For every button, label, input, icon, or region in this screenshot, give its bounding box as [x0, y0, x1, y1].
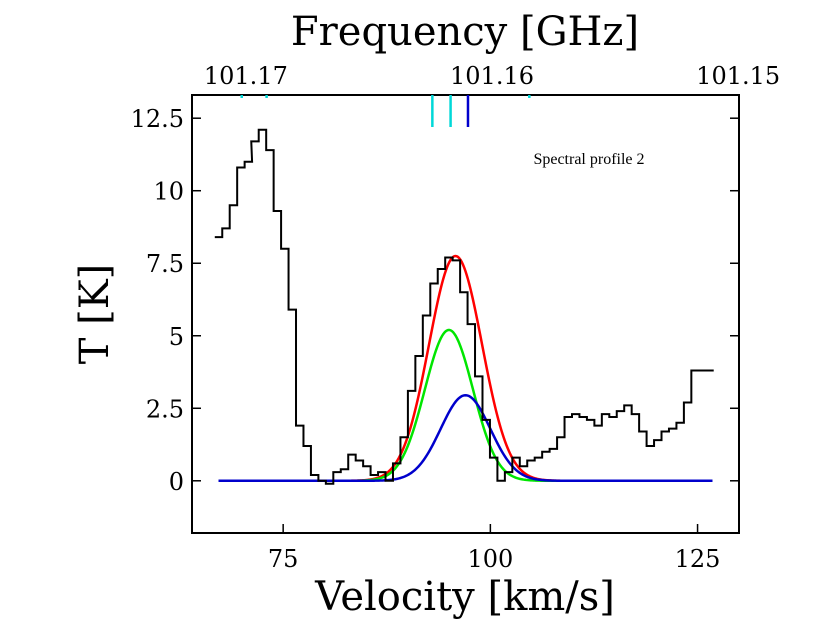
top-axis-title: Frequency [GHz] — [291, 9, 639, 55]
top-tick-label: 101.16 — [450, 62, 534, 90]
line-markers — [240, 95, 531, 127]
y-tick-label: 7.5 — [146, 250, 184, 278]
annotation-spectral-profile: Spectral profile 2 — [533, 151, 644, 168]
y-tick-label: 5 — [169, 323, 184, 351]
fit-component-1-line — [218, 328, 713, 483]
y-tick-label: 12.5 — [131, 105, 184, 133]
y-tick-label: 0 — [169, 468, 184, 496]
x-tick-label: 75 — [268, 545, 299, 573]
y-axis-title: T [K] — [72, 264, 118, 365]
x-tick-label: 100 — [467, 545, 513, 573]
x-tick-label: 125 — [675, 545, 721, 573]
top-tick-label: 101.17 — [204, 62, 288, 90]
x-axis-title: Velocity [km/s] — [314, 574, 615, 620]
axis-ticks — [192, 117, 739, 533]
fit-total-line — [218, 254, 713, 483]
plot-frame — [191, 94, 740, 534]
top-tick-label: 101.15 — [696, 62, 780, 90]
observed-spectrum-line — [214, 128, 714, 485]
plot-lines — [214, 128, 714, 485]
y-tick-label: 10 — [153, 178, 184, 206]
fit-component-2-line — [218, 393, 713, 483]
y-tick-label: 2.5 — [146, 395, 184, 423]
axis-tick-labels: 75 100 125 0 2.5 5 7.5 10 12.5 101.17 101.16 101.15 — [131, 62, 781, 573]
